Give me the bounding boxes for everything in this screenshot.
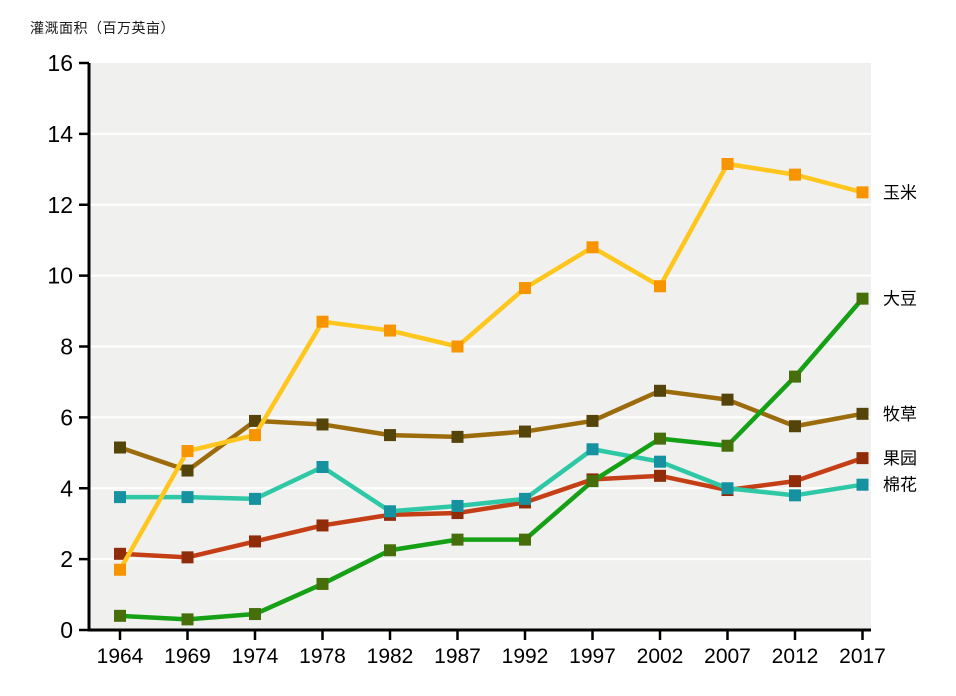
data-point-hay-1978 [316,418,329,431]
data-point-hay-2002 [654,384,666,397]
y-tick-label-6: 6 [60,404,73,430]
data-point-hay-2012 [789,420,801,433]
chart-title: 灌溉面积（百万英亩） [30,20,175,36]
data-point-soybean-1978 [316,577,329,590]
series-line-cotton [117,447,865,514]
x-tick-label-1997: 1997 [569,645,616,668]
y-tick-label-16: 16 [47,50,73,76]
y-tick-label-2: 2 [60,546,73,572]
data-point-hay-1987 [451,430,464,443]
data-point-corn-1964 [114,563,126,576]
data-point-soybean-1987 [451,533,464,546]
series-label-corn: 玉米 [883,183,917,202]
data-point-cotton-1969 [181,491,194,504]
data-point-hay-2017 [856,407,869,420]
data-point-cotton-1997 [586,443,599,456]
data-point-cotton-2017 [856,478,869,491]
data-point-soybean-1969 [181,613,194,626]
data-point-cotton-1992 [519,492,531,505]
data-point-orchard-2002 [654,469,666,482]
data-point-corn-1997 [586,241,599,254]
data-point-hay-1964 [114,441,126,454]
data-point-cotton-2007 [721,482,734,495]
data-point-hay-2007 [721,393,734,406]
series-line-soybean [117,296,865,622]
y-tick-label-10: 10 [47,263,73,289]
data-point-hay-1974 [249,414,261,427]
x-tick-label-2012: 2012 [772,645,819,668]
x-tick-label-1969: 1969 [164,645,211,668]
y-tick-label-8: 8 [60,334,73,360]
series-label-orchard: 果园 [883,449,917,468]
x-tick-label-1992: 1992 [502,645,549,668]
data-point-corn-2002 [654,280,666,293]
data-point-soybean-1997 [586,475,599,488]
data-point-orchard-1964 [114,547,126,560]
data-point-soybean-2017 [856,292,869,305]
y-tick-label-0: 0 [60,617,73,643]
y-tick-label-4: 4 [60,475,73,501]
data-point-orchard-1978 [316,519,329,532]
x-tick-label-2002: 2002 [637,645,684,668]
data-point-cotton-1982 [384,505,396,518]
series-line-corn [117,161,865,573]
data-point-cotton-1974 [249,492,261,505]
data-point-cotton-1964 [114,491,126,504]
data-point-soybean-1964 [114,609,126,622]
x-tick-label-1987: 1987 [434,645,481,668]
data-point-soybean-1992 [519,533,531,546]
series-label-cotton: 棉花 [883,476,917,495]
series-label-hay: 牧草 [883,405,917,424]
data-point-hay-1969 [181,464,194,477]
x-tick-label-1974: 1974 [232,645,279,668]
data-point-soybean-1974 [249,608,261,621]
x-tick-label-2007: 2007 [704,645,751,668]
data-point-cotton-2002 [654,455,666,468]
data-point-cotton-1987 [451,499,464,512]
data-point-soybean-1982 [384,544,396,557]
y-tick-label-14: 14 [47,121,73,147]
data-point-hay-1992 [519,425,531,438]
x-tick-label-1978: 1978 [299,645,346,668]
data-point-soybean-2012 [789,370,801,383]
data-point-hay-1982 [384,429,396,442]
data-point-corn-1987 [451,340,464,353]
data-point-hay-1997 [586,414,599,427]
x-tick-label-1982: 1982 [367,645,414,668]
data-point-corn-1978 [316,315,329,328]
data-point-soybean-2007 [721,439,734,452]
x-tick-label-2017: 2017 [839,645,886,668]
data-point-cotton-2012 [789,489,801,502]
data-point-orchard-2017 [856,452,869,465]
series-line-hay [117,388,865,473]
data-point-cotton-1978 [316,460,329,473]
data-point-orchard-1969 [181,551,194,564]
data-point-corn-1969 [181,445,194,458]
data-point-corn-2012 [789,168,801,181]
series-label-soybean: 大豆 [883,290,917,309]
y-tick-label-12: 12 [47,192,73,218]
data-point-orchard-2012 [789,475,801,488]
data-point-soybean-2002 [654,432,666,445]
data-point-orchard-1974 [249,535,261,548]
data-point-corn-1992 [519,282,531,295]
data-point-corn-1974 [249,429,261,442]
data-point-corn-2017 [856,186,869,199]
data-point-corn-1982 [384,324,396,337]
x-tick-label-1964: 1964 [97,645,144,668]
data-point-corn-2007 [721,157,734,170]
